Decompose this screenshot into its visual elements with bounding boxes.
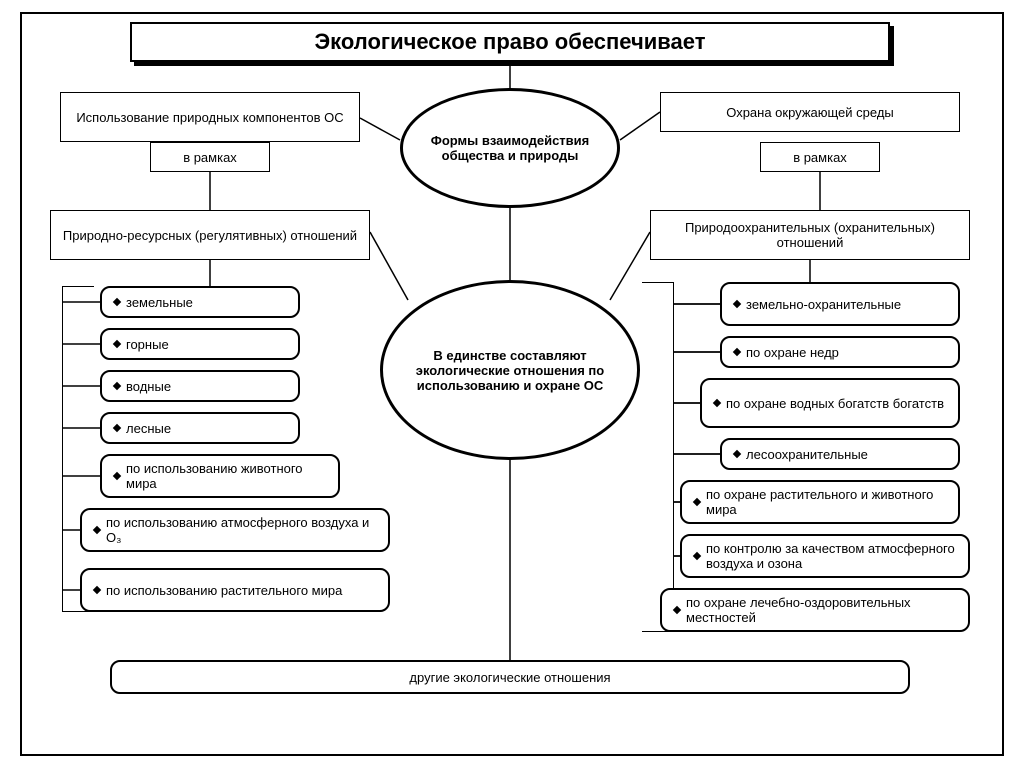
bullet-diamond-icon bbox=[733, 348, 741, 356]
right-item-text: лесоохранительные bbox=[746, 447, 868, 462]
bottom-text: другие экологические отношения bbox=[409, 670, 610, 685]
right-mid-text: Природоохранительных (охранительных) отн… bbox=[659, 220, 961, 250]
bullet-diamond-icon bbox=[113, 472, 121, 480]
right-item-text: по охране растительного и животного мира bbox=[706, 487, 946, 517]
left-item: земельные bbox=[100, 286, 300, 318]
left-mid-box: Природно-ресурсных (регулятивных) отноше… bbox=[50, 210, 370, 260]
left-item: горные bbox=[100, 328, 300, 360]
left-bracket bbox=[62, 286, 94, 612]
bullet-diamond-icon bbox=[113, 424, 121, 432]
left-item: лесные bbox=[100, 412, 300, 444]
right-mid-box: Природоохранительных (охранительных) отн… bbox=[650, 210, 970, 260]
bullet-diamond-icon bbox=[673, 606, 681, 614]
bullet-diamond-icon bbox=[733, 450, 741, 458]
right-item: по охране лечебно-оздоровительных местно… bbox=[660, 588, 970, 632]
left-item-text: по использованию атмосферного воздуха и … bbox=[106, 515, 376, 545]
right-top-box: Охрана окружающей среды bbox=[660, 92, 960, 132]
right-item-text: по охране водных богатств богатств bbox=[726, 396, 944, 411]
right-frame-text: в рамках bbox=[793, 150, 847, 165]
left-item: водные bbox=[100, 370, 300, 402]
left-mid-text: Природно-ресурсных (регулятивных) отноше… bbox=[63, 228, 357, 243]
right-item-text: по охране недр bbox=[746, 345, 839, 360]
left-item-text: земельные bbox=[126, 295, 193, 310]
left-item: по использованию атмосферного воздуха и … bbox=[80, 508, 390, 552]
right-top-text: Охрана окружающей среды bbox=[726, 105, 894, 120]
right-item: лесоохранительные bbox=[720, 438, 960, 470]
ellipse-unity-text: В единстве составляют экологические отно… bbox=[393, 348, 627, 393]
bullet-diamond-icon bbox=[693, 552, 701, 560]
left-item-text: по использованию растительного мира bbox=[106, 583, 342, 598]
bullet-diamond-icon bbox=[693, 498, 701, 506]
bullet-diamond-icon bbox=[733, 300, 741, 308]
left-item-text: горные bbox=[126, 337, 169, 352]
left-item-text: водные bbox=[126, 379, 171, 394]
diagram-title: Экологическое право обеспечивает bbox=[130, 22, 890, 62]
bullet-diamond-icon bbox=[93, 586, 101, 594]
title-text: Экологическое право обеспечивает bbox=[315, 29, 706, 55]
left-frame-text: в рамках bbox=[183, 150, 237, 165]
right-item-text: по контролю за качеством атмосферного во… bbox=[706, 541, 956, 571]
left-item-text: лесные bbox=[126, 421, 171, 436]
bottom-box: другие экологические отношения bbox=[110, 660, 910, 694]
right-item: по контролю за качеством атмосферного во… bbox=[680, 534, 970, 578]
right-frame-box: в рамках bbox=[760, 142, 880, 172]
bullet-diamond-icon bbox=[93, 526, 101, 534]
right-item-text: земельно-охранительные bbox=[746, 297, 901, 312]
left-top-box: Использование природных компонентов ОС bbox=[60, 92, 360, 142]
ellipse-forms-text: Формы взаимодействия общества и природы bbox=[413, 133, 607, 163]
left-frame-box: в рамках bbox=[150, 142, 270, 172]
left-item-text: по использованию животного мира bbox=[126, 461, 326, 491]
left-item: по использованию животного мира bbox=[100, 454, 340, 498]
bullet-diamond-icon bbox=[113, 382, 121, 390]
right-item: по охране растительного и животного мира bbox=[680, 480, 960, 524]
right-item: по охране водных богатств богатств bbox=[700, 378, 960, 428]
bullet-diamond-icon bbox=[713, 399, 721, 407]
ellipse-forms: Формы взаимодействия общества и природы bbox=[400, 88, 620, 208]
bullet-diamond-icon bbox=[113, 298, 121, 306]
left-top-text: Использование природных компонентов ОС bbox=[76, 110, 343, 125]
right-item: по охране недр bbox=[720, 336, 960, 368]
left-item: по использованию растительного мира bbox=[80, 568, 390, 612]
right-item: земельно-охранительные bbox=[720, 282, 960, 326]
bullet-diamond-icon bbox=[113, 340, 121, 348]
right-bracket bbox=[642, 282, 674, 632]
right-item-text: по охране лечебно-оздоровительных местно… bbox=[686, 595, 956, 625]
ellipse-unity: В единстве составляют экологические отно… bbox=[380, 280, 640, 460]
